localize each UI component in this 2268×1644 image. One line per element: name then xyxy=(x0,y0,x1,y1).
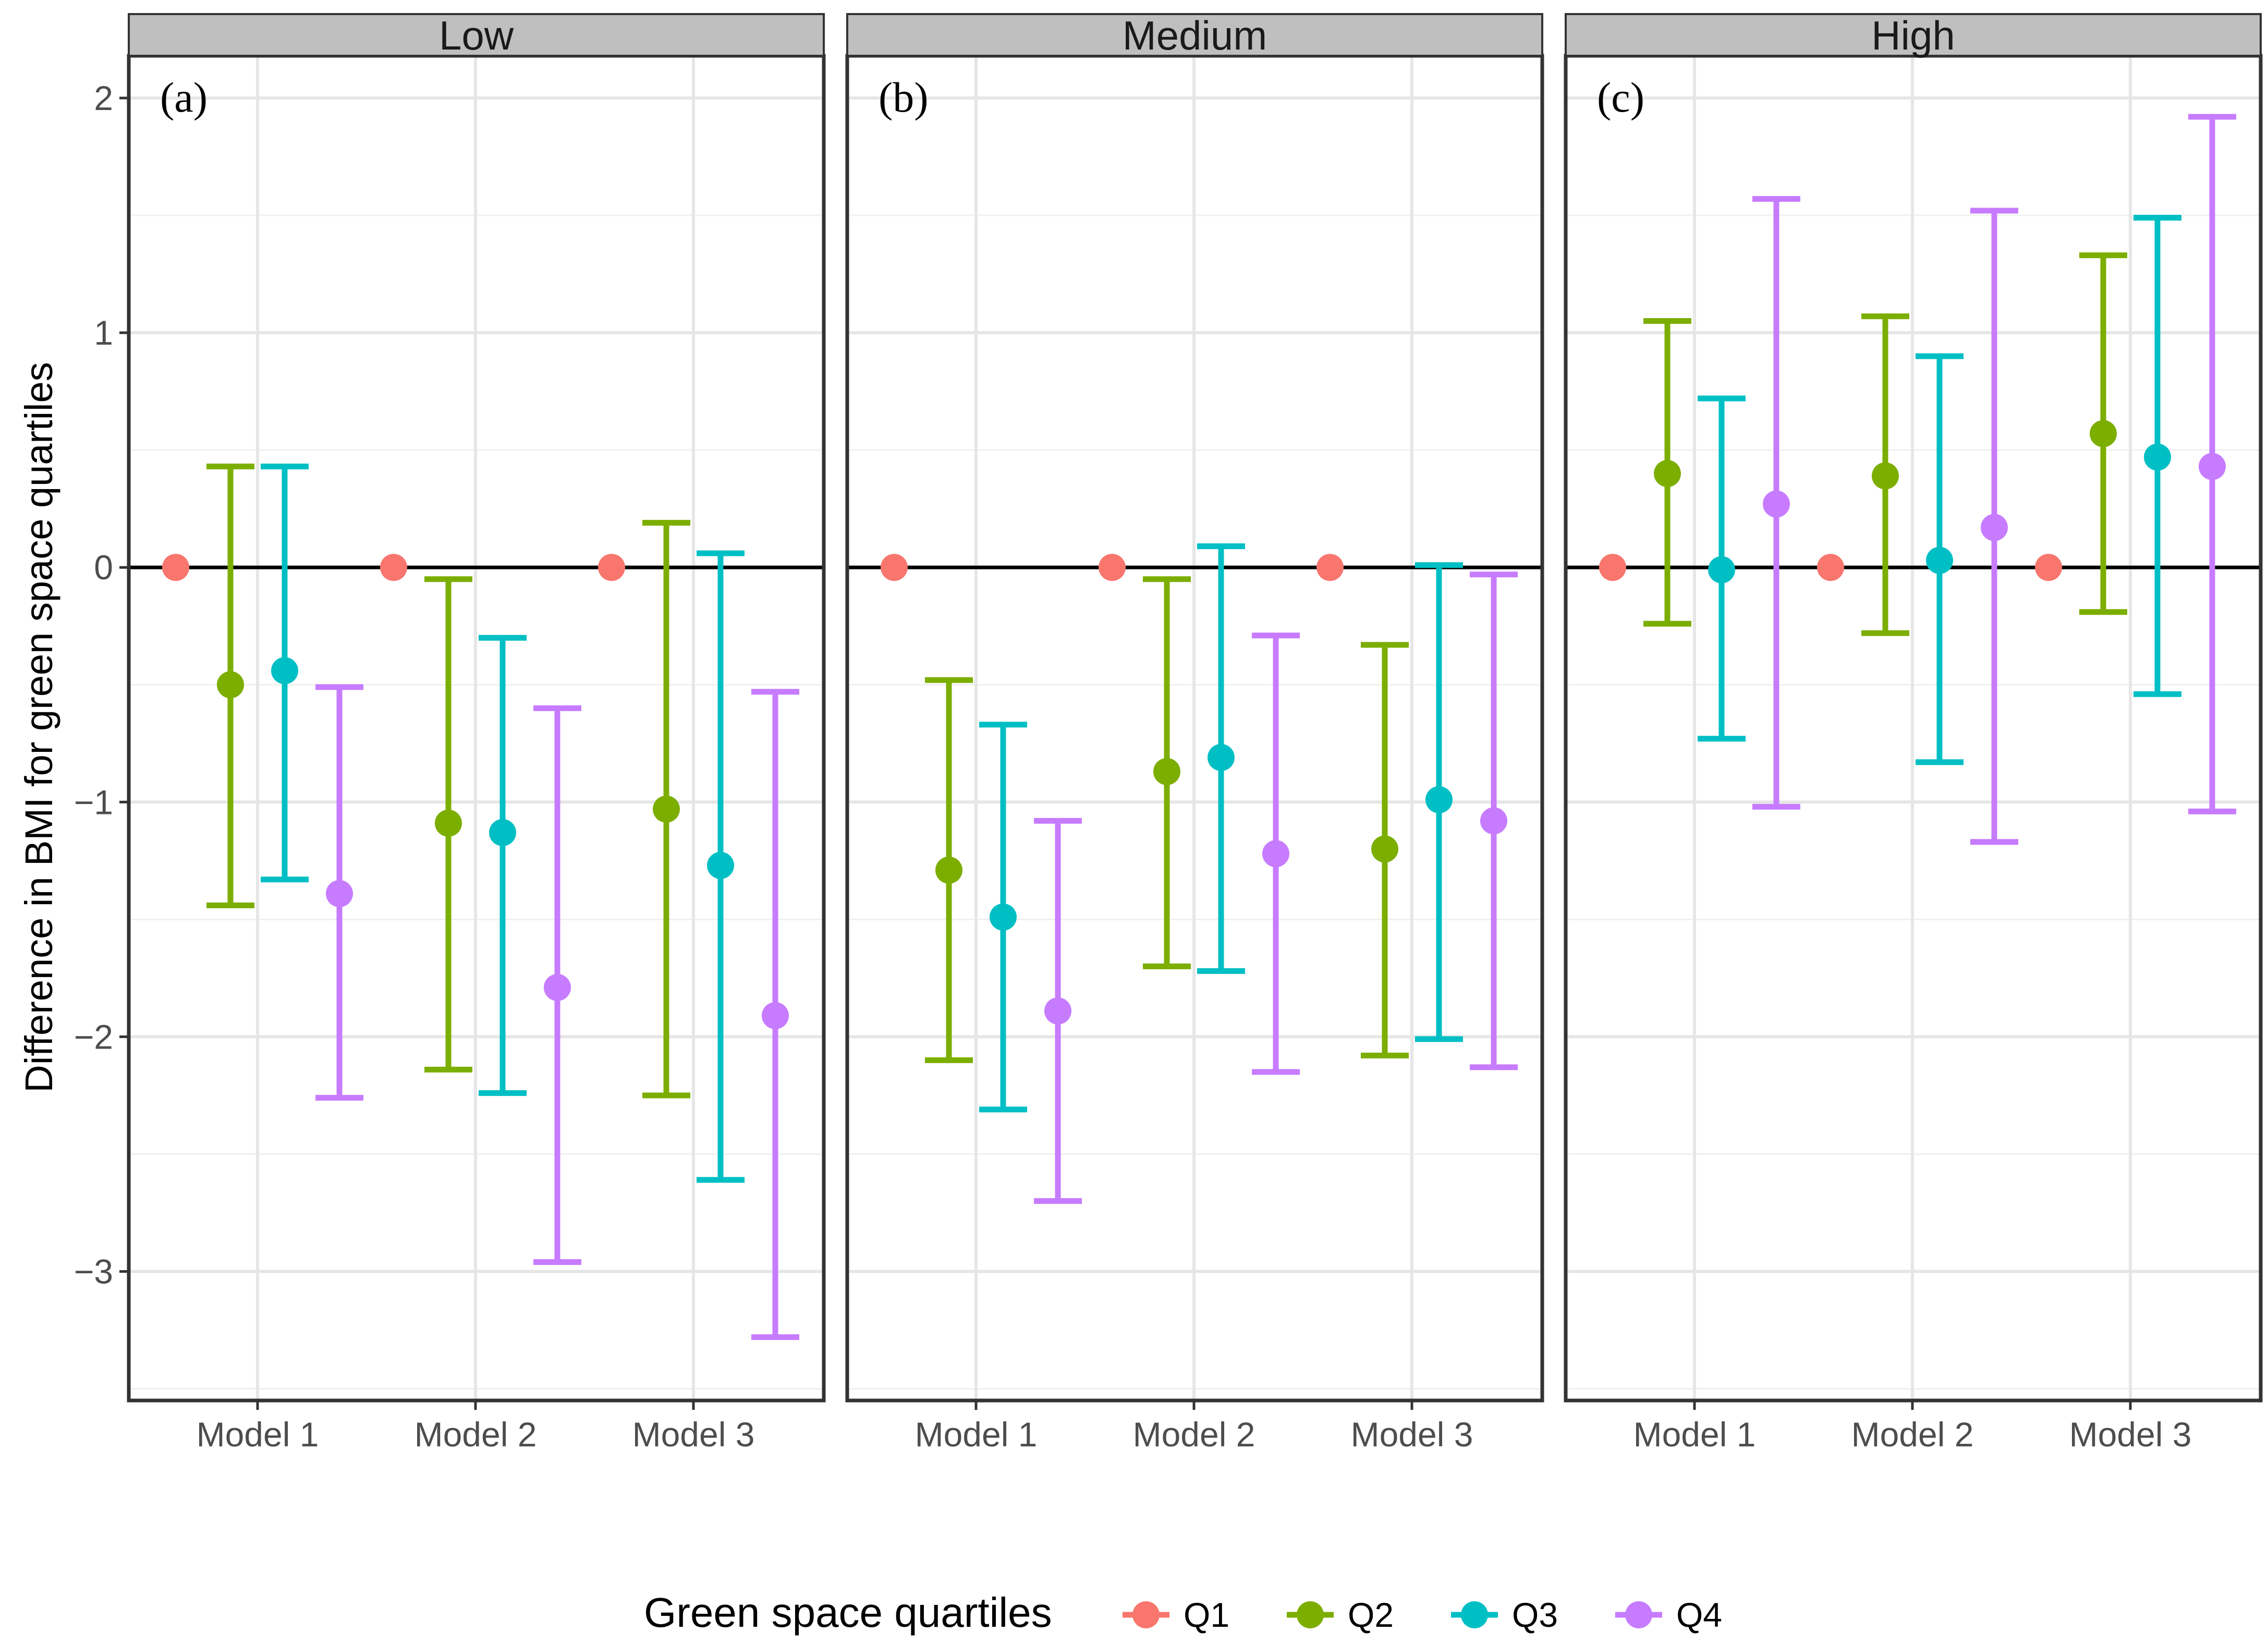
x-tick-label-model-3: Model 3 xyxy=(632,1415,755,1454)
point-q3-model-1 xyxy=(271,657,298,685)
point-q2-model-3 xyxy=(2090,420,2117,447)
point-q2-model-1 xyxy=(1654,460,1681,488)
point-q3-model-1 xyxy=(990,903,1017,931)
legend-title: Green space quartiles xyxy=(644,1589,1052,1636)
legend-label-q3: Q3 xyxy=(1512,1596,1558,1634)
point-q2-model-1 xyxy=(217,671,244,699)
point-q2-model-3 xyxy=(653,795,680,823)
legend-label-q4: Q4 xyxy=(1676,1596,1722,1634)
point-q2-model-1 xyxy=(935,856,962,884)
point-q3-model-2 xyxy=(1208,744,1235,771)
x-tick-label-model-1: Model 1 xyxy=(1633,1415,1756,1454)
point-q4-model-3 xyxy=(1480,807,1507,835)
point-q4-model-2 xyxy=(544,973,571,1001)
point-q1-model-1 xyxy=(881,554,908,581)
legend-label-q2: Q2 xyxy=(1348,1596,1394,1634)
point-q3-model-3 xyxy=(1425,786,1453,813)
strip-label-high: High xyxy=(1871,13,1955,58)
panel-tag-b: (b) xyxy=(879,74,929,121)
point-q4-model-1 xyxy=(326,880,353,907)
panel-tag-a: (a) xyxy=(160,74,208,121)
point-q2-model-2 xyxy=(435,809,462,837)
point-q4-model-1 xyxy=(1763,490,1790,518)
point-q3-model-2 xyxy=(489,819,516,846)
point-q1-model-2 xyxy=(380,554,407,581)
legend-key-point-q2 xyxy=(1297,1601,1324,1628)
point-q2-model-2 xyxy=(1153,758,1180,785)
strip-background xyxy=(1565,13,2262,57)
legend-key-point-q3 xyxy=(1461,1601,1488,1628)
y-tick-label-2: 2 xyxy=(94,79,113,117)
x-tick-label-model-1: Model 1 xyxy=(915,1415,1038,1454)
point-q1-model-2 xyxy=(1099,554,1126,581)
panel-medium: Medium (b) Model 1 Model 2 Model 3 xyxy=(845,13,1544,1454)
y-tick-label-0: 0 xyxy=(94,548,113,587)
point-q2-model-3 xyxy=(1371,835,1398,863)
strip-background xyxy=(128,13,825,57)
panel-tag-c: (c) xyxy=(1597,74,1644,121)
point-q1-model-3 xyxy=(598,554,625,581)
point-q4-model-1 xyxy=(1044,997,1071,1025)
y-tick-label-1: −1 xyxy=(74,783,113,821)
point-q4-model-2 xyxy=(1262,840,1289,868)
panel-low: Low (a) Model 1 Model 2 Model 3 xyxy=(127,13,826,1454)
legend-key-point-q4 xyxy=(1625,1601,1652,1628)
y-axis-title: Difference in BMI for green space quarti… xyxy=(17,362,60,1092)
point-q4-model-2 xyxy=(1981,514,2008,541)
legend-key-point-q1 xyxy=(1132,1601,1160,1628)
x-tick-label-model-2: Model 2 xyxy=(1851,1415,1974,1454)
x-tick-label-model-3: Model 3 xyxy=(1351,1415,1473,1454)
legend: Green space quartiles Q1 Q2 Q3 Q4 xyxy=(644,1589,1722,1636)
x-tick-label-model-2: Model 2 xyxy=(1133,1415,1255,1454)
y-tick-label-3: −3 xyxy=(74,1252,113,1290)
point-q3-model-3 xyxy=(707,851,734,879)
point-q1-model-1 xyxy=(162,554,189,581)
point-q1-model-3 xyxy=(2035,554,2062,581)
point-q1-model-2 xyxy=(1817,554,1844,581)
point-q1-model-3 xyxy=(1316,554,1344,581)
y-tick-label-1: 1 xyxy=(94,313,113,352)
x-tick-label-model-2: Model 2 xyxy=(414,1415,537,1454)
panels-layer: Low (a) Model 1 Model 2 Model 3 Medium (b) Mode… xyxy=(127,13,2263,1454)
y-axis: −3 −2 −1 0 1 2 xyxy=(74,79,129,1290)
strip-label-low: Low xyxy=(439,13,514,58)
strip-background xyxy=(846,13,1543,57)
y-tick-label-2: −2 xyxy=(74,1017,113,1056)
x-tick-label-model-3: Model 3 xyxy=(2069,1415,2192,1454)
strip-label-medium: Medium xyxy=(1123,13,1267,58)
point-q2-model-2 xyxy=(1872,462,1899,490)
x-tick-label-model-1: Model 1 xyxy=(197,1415,319,1454)
point-q1-model-1 xyxy=(1599,554,1626,581)
point-q3-model-1 xyxy=(1708,556,1735,583)
panel-high: High (c) Model 1 Model 2 Model 3 xyxy=(1564,13,2263,1454)
point-q4-model-3 xyxy=(2199,453,2226,480)
point-q3-model-2 xyxy=(1926,546,1953,574)
point-q3-model-3 xyxy=(2144,443,2171,471)
legend-label-q1: Q1 xyxy=(1184,1596,1229,1634)
point-q4-model-3 xyxy=(762,1002,789,1029)
